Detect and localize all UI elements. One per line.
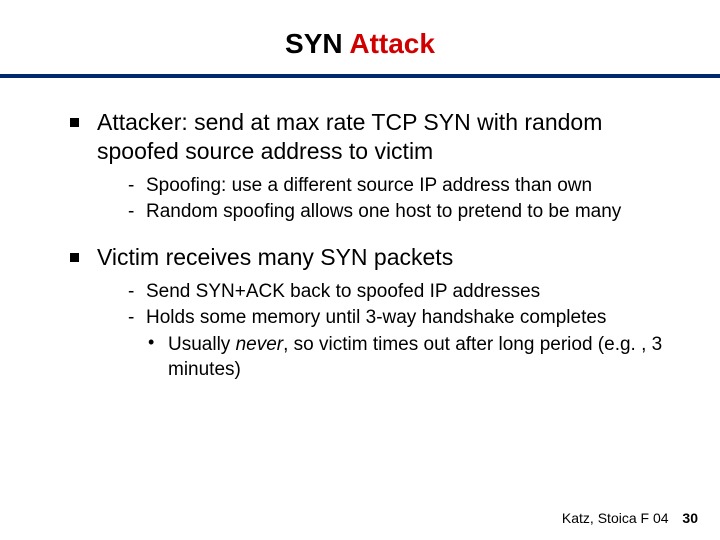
footer-text: Katz, Stoica F 04	[562, 510, 669, 526]
title-part1: SYN	[285, 28, 349, 59]
subsub-italic: never	[236, 334, 284, 355]
slide: SYN Attack Attacker: send at max rate TC…	[0, 0, 720, 540]
content-area: Attacker: send at max rate TCP SYN with …	[0, 78, 720, 382]
subsub-prefix: Usually	[168, 334, 236, 355]
bullet-1-text: Attacker: send at max rate TCP SYN with …	[97, 108, 680, 166]
page-number: 30	[682, 510, 698, 526]
bullet-2-sub-1: Send SYN+ACK back to spoofed IP addresse…	[128, 280, 680, 305]
bullet-2-subsub-1: Usually never, so victim times out after…	[148, 333, 680, 382]
bullet-1-sub-1: Spoofing: use a different source IP addr…	[128, 174, 680, 199]
bullet-1-sublist: Spoofing: use a different source IP addr…	[128, 174, 680, 225]
bullet-2-text: Victim receives many SYN packets	[97, 243, 453, 272]
bullet-marker	[70, 118, 79, 127]
title-part2: Attack	[349, 28, 435, 59]
footer: Katz, Stoica F 04 30	[562, 510, 698, 526]
bullet-2-sub-2: Holds some memory until 3-way handshake …	[128, 306, 680, 331]
slide-title: SYN Attack	[0, 0, 720, 74]
bullet-2: Victim receives many SYN packets	[70, 243, 680, 272]
bullet-2-subsublist: Usually never, so victim times out after…	[148, 333, 680, 382]
bullet-marker	[70, 253, 79, 262]
bullet-2-sublist: Send SYN+ACK back to spoofed IP addresse…	[128, 280, 680, 331]
bullet-1: Attacker: send at max rate TCP SYN with …	[70, 108, 680, 166]
bullet-1-sub-2: Random spoofing allows one host to prete…	[128, 200, 680, 225]
